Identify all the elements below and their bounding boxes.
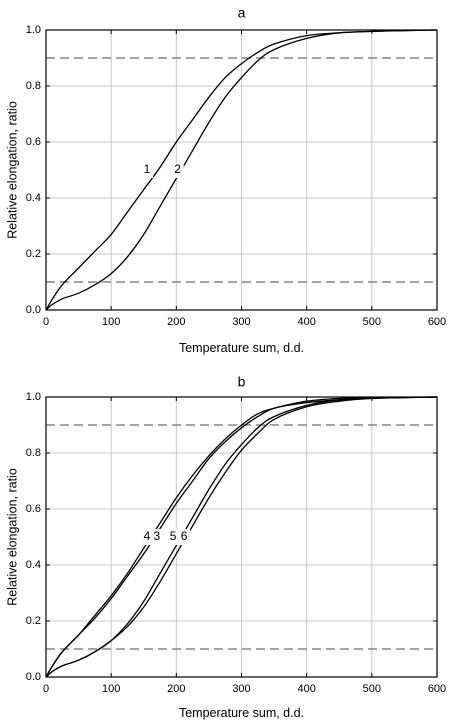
y-tick-label: 0.6 bbox=[26, 136, 41, 148]
series-label-bg bbox=[167, 529, 180, 545]
series-label-5: 5 bbox=[170, 529, 177, 543]
series-label-6: 6 bbox=[181, 529, 188, 543]
x-tick-label: 400 bbox=[297, 683, 315, 695]
y-tick-label: 1.0 bbox=[26, 24, 41, 36]
x-tick-label: 0 bbox=[43, 316, 49, 328]
x-tick-label: 500 bbox=[363, 683, 381, 695]
series-label-4: 4 bbox=[144, 529, 151, 543]
y-tick-label: 0.6 bbox=[26, 503, 41, 515]
y-tick-label: 0.8 bbox=[26, 447, 41, 459]
series-label-bg bbox=[150, 529, 163, 545]
y-tick-label: 0.0 bbox=[26, 304, 41, 316]
y-tick-label: 0.2 bbox=[26, 248, 41, 260]
x-tick-label: 100 bbox=[102, 683, 120, 695]
x-tick-label: 500 bbox=[363, 316, 381, 328]
panel-title: a bbox=[238, 5, 246, 21]
x-tick-label: 300 bbox=[232, 316, 250, 328]
y-tick-label: 0.4 bbox=[26, 192, 41, 204]
series-label-1: 1 bbox=[144, 162, 151, 176]
series-label-bg bbox=[141, 162, 154, 178]
series-group bbox=[45, 396, 438, 678]
series-label-bg bbox=[171, 162, 184, 178]
x-tick-label: 600 bbox=[428, 316, 446, 328]
x-tick-label: 0 bbox=[43, 683, 49, 695]
x-axis-label: Temperature sum, d.d. bbox=[179, 341, 304, 355]
series-label-bg bbox=[141, 529, 154, 545]
series-line-4 bbox=[45, 396, 438, 678]
y-tick-label: 0.0 bbox=[26, 671, 41, 683]
series-label-3: 3 bbox=[153, 529, 160, 543]
x-tick-label: 200 bbox=[167, 683, 185, 695]
y-tick-label: 0.4 bbox=[26, 559, 41, 571]
x-axis-label: Temperature sum, d.d. bbox=[179, 706, 304, 720]
panel-a: a 1 2 0 100 200 300 400 500 600 0.0 0.2 0.4 0.6 0.8 1.0… bbox=[5, 5, 446, 355]
x-tick-label: 200 bbox=[167, 316, 185, 328]
y-tick-label: 1.0 bbox=[26, 391, 41, 403]
series-label-2: 2 bbox=[174, 162, 181, 176]
series-group bbox=[45, 29, 438, 311]
panel-b: b 34 5 6 0 100 200 300 400 500 600 0.0 0.2 0.4 0.6 0.8 1… bbox=[5, 374, 446, 720]
y-axis-label: Relative elongation, ratio bbox=[5, 101, 19, 239]
series-line-2 bbox=[45, 29, 438, 311]
y-tick-label: 0.2 bbox=[26, 615, 41, 627]
panel-title: b bbox=[238, 374, 246, 390]
x-tick-label: 400 bbox=[297, 316, 315, 328]
series-line-6 bbox=[45, 396, 438, 678]
series-label-bg bbox=[178, 529, 191, 545]
x-tick-label: 600 bbox=[428, 683, 446, 695]
x-tick-label: 300 bbox=[232, 683, 250, 695]
y-axis-label: Relative elongation, ratio bbox=[5, 468, 19, 606]
y-tick-label: 0.8 bbox=[26, 80, 41, 92]
x-tick-label: 100 bbox=[102, 316, 120, 328]
